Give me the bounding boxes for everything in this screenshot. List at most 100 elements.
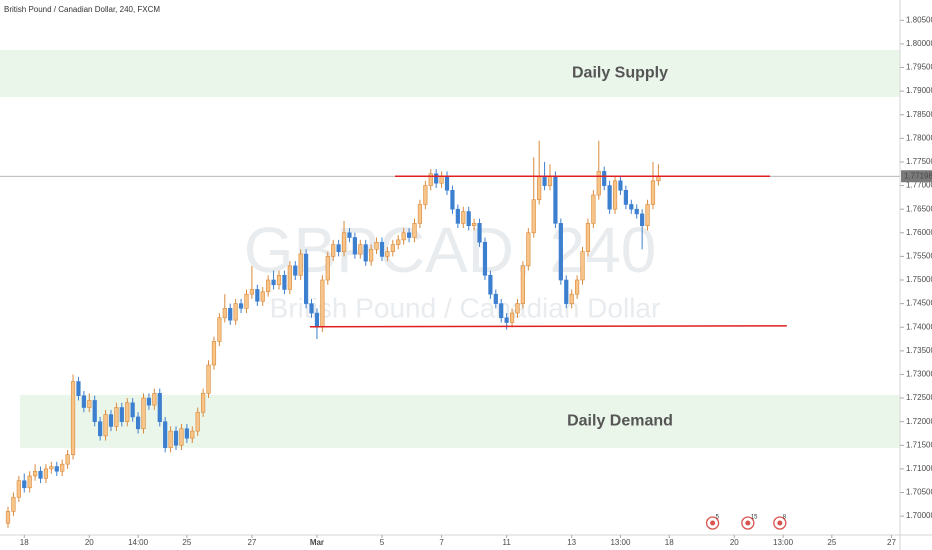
candle-down — [309, 303, 314, 314]
candle-up — [70, 381, 76, 456]
candle-up — [390, 244, 395, 252]
candle-up — [211, 341, 217, 366]
x-tick-label: 18 — [665, 538, 674, 547]
candle-down — [542, 175, 547, 186]
candle-up — [222, 308, 227, 319]
candle-up — [103, 414, 108, 437]
candle-up — [114, 407, 119, 427]
candle-down — [98, 421, 103, 437]
candle-down — [634, 208, 639, 215]
event-count: 15 — [751, 515, 758, 521]
candle-down — [314, 312, 320, 328]
y-tick-label: 1.73500 — [906, 346, 932, 355]
candle-down — [54, 466, 59, 472]
candle-up — [428, 173, 433, 186]
candle-up — [320, 279, 325, 328]
candle-up — [5, 511, 11, 524]
candle-down — [255, 289, 260, 302]
candle-down — [623, 189, 628, 205]
candle-up — [233, 303, 238, 321]
candle-up — [43, 468, 49, 479]
candle-up — [417, 204, 423, 224]
y-tick-label: 1.72500 — [906, 393, 932, 402]
candle-up — [358, 244, 363, 255]
x-tick-label: 20 — [85, 538, 94, 547]
candle-down — [81, 395, 86, 408]
candle-down — [450, 189, 455, 210]
y-tick-label: 1.80000 — [906, 39, 932, 48]
y-tick-label: 1.71500 — [906, 440, 932, 449]
candle-up — [591, 194, 596, 224]
event-dot — [745, 520, 751, 526]
candle-up — [526, 232, 531, 267]
x-tick-label: 7 — [439, 538, 444, 547]
x-tick-label: 25 — [827, 538, 836, 547]
candle-up — [531, 199, 536, 234]
x-tick-label: Mar — [310, 538, 324, 547]
watermark-subtitle: British Pound / Canadian Dollar — [270, 292, 661, 323]
x-tick-label: 14:00 — [128, 538, 149, 547]
y-tick-label: 1.74500 — [906, 299, 932, 308]
candle-down — [336, 244, 341, 252]
chart-title: British Pound / Canadian Dollar, 240, FX… — [4, 5, 160, 14]
candle-up — [287, 265, 292, 290]
y-tick-label: 1.77000 — [906, 181, 932, 190]
x-tick-label: 11 — [502, 538, 511, 547]
candle-up — [266, 279, 271, 293]
y-tick-label: 1.75000 — [906, 275, 932, 284]
candle-up — [168, 430, 173, 448]
candle-down — [640, 213, 645, 227]
candle-up — [217, 317, 222, 342]
candle-down — [363, 244, 368, 262]
last-price-label: 1.77198 — [904, 171, 932, 180]
candle-down — [119, 407, 124, 422]
candle-down — [482, 241, 488, 276]
candle-up — [537, 175, 542, 201]
candle-down — [553, 175, 558, 224]
candle-up — [32, 470, 38, 477]
zone — [19, 394, 900, 448]
y-tick-label: 1.78000 — [906, 133, 932, 142]
candle-up — [152, 393, 157, 406]
candle-up — [16, 480, 21, 498]
candle-down — [352, 237, 357, 255]
candle-down — [477, 223, 482, 243]
y-tick-label: 1.80500 — [906, 15, 932, 24]
candle-down — [406, 232, 412, 238]
candle-up — [547, 175, 553, 186]
candle-up — [374, 241, 379, 250]
x-tick-label: 20 — [730, 538, 739, 547]
candle-up — [11, 496, 16, 512]
candle-up — [49, 466, 54, 470]
candle-down — [135, 416, 141, 430]
x-tick-label: 27 — [887, 538, 896, 547]
candle-down — [629, 204, 634, 210]
y-tick-label: 1.70000 — [906, 511, 932, 520]
event-dot — [710, 520, 716, 526]
candle-down — [271, 279, 276, 286]
level-line — [309, 325, 787, 328]
candle-down — [379, 241, 385, 257]
y-tick-label: 1.73000 — [906, 370, 932, 379]
candle-up — [585, 223, 591, 252]
candle-up — [65, 454, 70, 465]
candle-up — [195, 411, 200, 432]
candle-up — [60, 463, 65, 472]
candle-up — [325, 256, 330, 281]
candle-down — [493, 293, 498, 304]
candle-down — [564, 279, 569, 304]
event-count: 5 — [716, 515, 720, 521]
y-tick-label: 1.79000 — [906, 86, 932, 95]
candle-up — [190, 430, 195, 439]
candle-up — [179, 428, 184, 446]
y-tick-label: 1.77500 — [906, 157, 932, 166]
candle-down — [455, 208, 460, 224]
candle-down — [607, 185, 612, 210]
zone — [0, 49, 900, 98]
candle-up — [298, 253, 303, 276]
candle-down — [163, 421, 168, 448]
y-tick-label: 1.78500 — [906, 110, 932, 119]
y-tick-label: 1.76500 — [906, 204, 932, 213]
candle-up — [515, 303, 520, 314]
